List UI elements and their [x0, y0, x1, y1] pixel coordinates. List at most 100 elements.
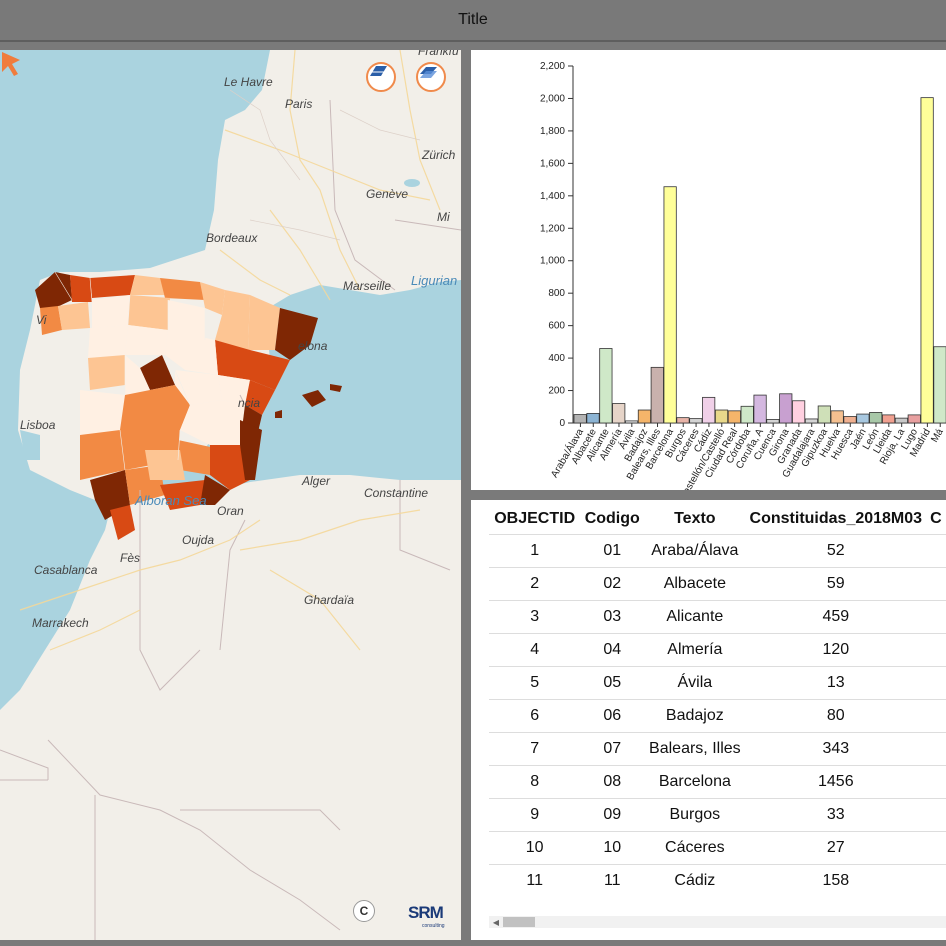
table-row[interactable]: 6 06 Badajoz 80 [489, 698, 946, 732]
scrollbar-thumb[interactable] [503, 917, 535, 927]
cell-codigo: 11 [580, 863, 645, 897]
province-basque[interactable] [160, 278, 205, 300]
province-ourense[interactable] [58, 302, 90, 330]
province-lugo[interactable] [70, 275, 92, 302]
province-huesca[interactable] [215, 290, 250, 350]
bar [702, 396, 716, 424]
column-header-objectid[interactable]: OBJECTID [494, 509, 576, 527]
cell-codigo: 02 [580, 566, 645, 600]
logo-subtext: consulting [422, 923, 445, 929]
table-row[interactable]: 8 08 Barcelona 1456 [489, 764, 946, 798]
column-header-next[interactable]: C [930, 509, 942, 527]
label-alboran-sea: Alboran Sea [135, 493, 207, 508]
province-granada-inner[interactable] [145, 450, 185, 480]
horizontal-scrollbar[interactable]: ◀ [489, 916, 946, 928]
bar [676, 417, 690, 424]
province-almeria[interactable] [200, 475, 230, 505]
logo-text: SRM [408, 903, 444, 922]
column-header-constituidas[interactable]: Constituidas_2018M03 [749, 509, 923, 527]
cell-texto: Cádiz [644, 863, 746, 897]
bar [753, 394, 767, 424]
bar [766, 419, 780, 424]
province-jaen[interactable] [178, 440, 215, 475]
cell-objectid: 2 [489, 566, 581, 600]
cell-texto: Araba/Álava [644, 533, 746, 567]
basemap-toggle-button[interactable] [366, 62, 396, 92]
province-mallorca[interactable] [302, 390, 326, 407]
bar [894, 417, 909, 424]
province-malaga[interactable] [160, 480, 205, 510]
province-ibiza[interactable] [275, 410, 282, 418]
satellite-toggle-button[interactable] [416, 62, 446, 92]
table-row[interactable]: 2 02 Albacete 59 [489, 566, 946, 600]
bar [624, 420, 639, 424]
table-row[interactable]: 10 10 Cáceres 27 [489, 830, 946, 864]
province-caceres[interactable] [80, 390, 125, 435]
province-tarragona[interactable] [250, 350, 290, 390]
province-salamanca[interactable] [88, 355, 125, 390]
table-row[interactable]: 7 07 Balears, Illes 343 [489, 731, 946, 765]
province-madrid[interactable] [140, 355, 175, 390]
lake [404, 179, 420, 187]
cell-constituidas: 33 [745, 797, 927, 831]
province-coruna[interactable] [35, 272, 72, 308]
province-badajoz[interactable] [80, 430, 125, 480]
province-lleida[interactable] [248, 295, 280, 350]
map-panel[interactable]: Frankfu Le Havre Paris Zürich Genève Mi … [0, 50, 461, 940]
spain-provinces[interactable] [20, 272, 342, 540]
province-soria[interactable] [168, 300, 205, 340]
province-cadiz[interactable] [110, 505, 135, 540]
province-albacete[interactable] [180, 400, 245, 445]
province-barcelona[interactable] [275, 308, 318, 360]
province-leon[interactable] [92, 295, 130, 328]
label-zurich: Zürich [422, 148, 456, 162]
label-oran: Oran [217, 504, 244, 518]
province-burgos[interactable] [128, 295, 170, 330]
table-row[interactable]: 5 05 Ávila 13 [489, 665, 946, 699]
province-navarra[interactable] [200, 282, 225, 315]
cell-texto: Balears, Illes [644, 731, 746, 765]
y-tick-label: 2,000 [540, 93, 565, 104]
province-cuenca[interactable] [175, 370, 222, 405]
table-row[interactable]: 4 04 Almería 120 [489, 632, 946, 666]
province-alicante[interactable] [240, 420, 262, 480]
atlantic-sea [0, 50, 270, 710]
province-cantabria[interactable] [130, 275, 165, 295]
attribution-button[interactable]: C [353, 900, 375, 922]
province-castellon[interactable] [245, 380, 275, 415]
table-row[interactable]: 11 11 Cádiz 158 [489, 863, 946, 897]
cell-objectid: 5 [489, 665, 581, 699]
province-pontevedra[interactable] [40, 306, 62, 335]
table-row[interactable]: 1 01 Araba/Álava 52 [489, 533, 946, 567]
attribute-table: OBJECTID Codigo Texto Constituidas_2018M… [489, 504, 946, 897]
province-zaragoza[interactable] [215, 340, 250, 380]
attribute-table-panel[interactable]: OBJECTID Codigo Texto Constituidas_2018M… [471, 500, 946, 940]
label-milano: Mi [437, 210, 450, 224]
label-constantine: Constantine [364, 486, 429, 500]
bar [599, 348, 613, 424]
table-header-row: OBJECTID Codigo Texto Constituidas_2018M… [489, 504, 946, 534]
table-body: 1 01 Araba/Álava 52 2 02 Albacete 59 3 03 Alicante… [489, 533, 946, 897]
window-title-bar: Title [0, 0, 946, 42]
column-header-texto[interactable]: Texto [674, 509, 716, 527]
province-teruel[interactable] [218, 375, 250, 405]
bar [650, 366, 664, 424]
table-row[interactable]: 9 09 Burgos 33 [489, 797, 946, 831]
province-asturias[interactable] [90, 275, 135, 298]
bar [804, 418, 819, 424]
province-menorca[interactable] [330, 384, 342, 392]
province-murcia[interactable] [210, 445, 250, 490]
column-header-codigo[interactable]: Codigo [584, 509, 640, 527]
province-toledo[interactable] [120, 385, 190, 430]
cell-constituidas: 459 [745, 599, 927, 633]
table-row[interactable]: 3 03 Alicante 459 [489, 599, 946, 633]
srm-logo [2, 52, 20, 76]
scroll-left-arrow-icon[interactable]: ◀ [492, 917, 500, 927]
bar [933, 346, 946, 424]
label-alger: Alger [302, 474, 331, 488]
map-canvas[interactable] [0, 50, 461, 940]
province-avila[interactable] [125, 355, 150, 395]
province-valladolid[interactable] [125, 325, 168, 355]
province-zamora[interactable] [88, 325, 128, 358]
province-guadalajara[interactable] [165, 330, 218, 375]
